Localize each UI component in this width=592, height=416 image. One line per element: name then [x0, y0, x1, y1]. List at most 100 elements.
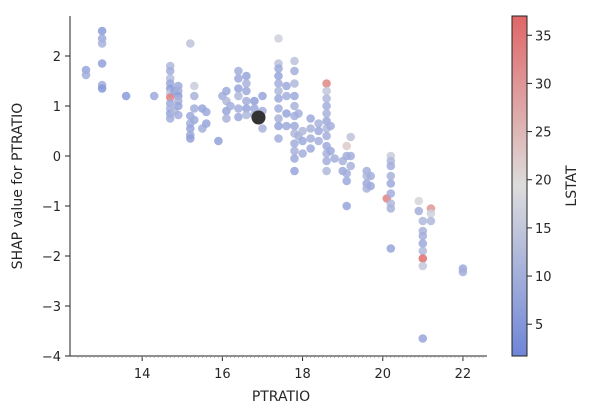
data-point: [226, 101, 235, 111]
data-point: [342, 141, 352, 151]
data-point: [202, 107, 211, 117]
data-point: [202, 119, 211, 128]
data-point: [306, 124, 315, 133]
data-point: [222, 86, 231, 96]
colorbar-tick-label: 10: [535, 270, 552, 285]
y-tick-label: 0: [53, 150, 61, 165]
data-point: [242, 96, 251, 106]
data-point: [97, 59, 107, 68]
data-point: [190, 91, 199, 101]
data-point: [250, 104, 259, 113]
data-point: [290, 79, 299, 88]
data-point: [418, 261, 428, 271]
data-point: [282, 81, 291, 91]
data-point: [418, 216, 428, 226]
data-point: [214, 136, 223, 146]
axes: 14 16 18 20 22 −4 −3 −2 −1 0 1 2: [42, 16, 487, 382]
data-point: [342, 176, 352, 186]
data-point: [234, 74, 243, 83]
data-point: [306, 144, 315, 153]
data-point: [234, 104, 243, 113]
data-point: [242, 104, 251, 113]
data-point: [346, 151, 356, 161]
data-point: [294, 109, 303, 118]
x-tick-label: 20: [374, 367, 391, 382]
data-point: [414, 196, 424, 206]
y-axis-label: SHAP value for PTRATIO: [10, 103, 26, 270]
data-point: [274, 121, 283, 131]
data-point: [97, 39, 107, 48]
data-point: [418, 239, 428, 248]
data-point: [306, 134, 315, 143]
data-point: [190, 115, 199, 125]
data-point: [322, 156, 331, 166]
data-point: [290, 91, 299, 101]
data-point: [386, 179, 396, 188]
data-point: [386, 171, 396, 181]
data-point: [234, 91, 243, 101]
data-point: [290, 66, 299, 76]
data-point: [314, 126, 323, 136]
y-tick-label: 2: [53, 50, 61, 65]
data-point: [222, 114, 231, 123]
data-point: [186, 134, 195, 143]
data-point: [97, 26, 107, 36]
data-point: [346, 132, 356, 142]
data-point: [190, 104, 199, 113]
data-point: [274, 71, 283, 81]
data-point: [386, 204, 396, 213]
data-point: [418, 231, 428, 241]
data-point: [290, 139, 299, 148]
data-point: [290, 154, 299, 163]
data-point: [274, 114, 283, 123]
data-point: [322, 101, 331, 111]
data-point: [282, 121, 291, 131]
data-point: [326, 146, 335, 156]
colorbar-tick-label: 15: [535, 222, 552, 237]
data-point: [242, 110, 251, 120]
data-point: [366, 171, 376, 181]
data-point: [234, 84, 243, 93]
data-point: [97, 84, 107, 93]
data-point: [426, 209, 436, 218]
data-point: [322, 94, 331, 103]
highlighted-point: [251, 110, 266, 125]
data-point: [250, 96, 259, 106]
data-point: [274, 34, 283, 43]
data-point: [322, 79, 331, 88]
x-tick-label: 22: [455, 367, 472, 382]
scatter-points: [81, 26, 468, 343]
data-point: [322, 166, 331, 176]
colorbar-tick-label: 5: [535, 318, 543, 333]
data-point: [234, 66, 243, 76]
y-tick-label: 1: [53, 100, 61, 115]
data-point: [258, 91, 267, 101]
y-tick-label: −4: [42, 350, 61, 365]
data-point: [242, 86, 251, 96]
data-point: [274, 94, 283, 103]
data-point: [386, 189, 396, 198]
colorbar-tick-label: 25: [535, 126, 552, 141]
data-point: [174, 101, 183, 111]
x-tick-label: 14: [134, 367, 151, 382]
data-point: [290, 56, 299, 66]
colorbar-tick-label: 20: [535, 174, 552, 189]
data-point: [418, 334, 428, 343]
data-point: [298, 136, 307, 146]
data-point: [290, 166, 299, 176]
data-point: [242, 71, 251, 81]
colorbar-tick-label: 35: [535, 29, 552, 44]
data-point: [414, 206, 424, 216]
data-point: [346, 161, 356, 171]
data-point: [186, 124, 195, 133]
data-point: [386, 244, 396, 253]
data-point: [298, 149, 307, 158]
data-point: [298, 126, 307, 136]
data-point: [274, 64, 283, 73]
data-point: [366, 181, 376, 191]
colorbar-gradient: [511, 15, 528, 357]
data-point: [165, 66, 175, 76]
data-point: [306, 114, 315, 123]
data-point: [322, 109, 331, 118]
